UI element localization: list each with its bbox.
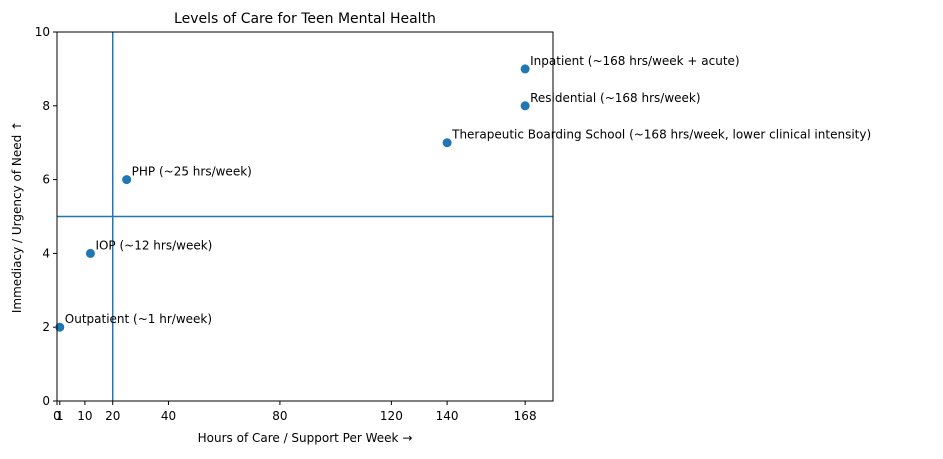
- x-axis-label: Hours of Care / Support Per Week →: [198, 431, 413, 445]
- y-axis-ticks: 0 2 4 6 8 10: [35, 25, 57, 408]
- x-axis-ticks: 01 10 20 40 80 120 140 168: [53, 401, 537, 423]
- data-points: [55, 64, 530, 332]
- x-tick-label: 140: [436, 409, 459, 423]
- data-point: [55, 322, 65, 332]
- data-point-label: Therapeutic Boarding School (~168 hrs/we…: [451, 128, 871, 142]
- y-tick-label: 8: [42, 99, 50, 113]
- data-point-label: IOP (~12 hrs/week): [95, 238, 212, 252]
- data-point: [520, 101, 530, 111]
- data-point-label: Inpatient (~168 hrs/week + acute): [530, 54, 740, 68]
- x-tick-label: 10: [77, 409, 92, 423]
- y-tick-label: 6: [42, 173, 50, 187]
- y-tick-label: 10: [35, 25, 50, 39]
- data-point: [122, 175, 132, 185]
- x-tick-label: 0: [53, 409, 61, 423]
- plot-area-frame: [56, 31, 554, 402]
- y-tick-label: 2: [42, 320, 50, 334]
- x-tick-label: 40: [161, 409, 176, 423]
- data-point-label: PHP (~25 hrs/week): [132, 165, 252, 179]
- y-axis-label: Immediacy / Urgency of Need ↑: [10, 121, 24, 313]
- reference-lines: [57, 32, 553, 401]
- data-point-label: Outpatient (~1 hr/week): [65, 312, 212, 326]
- data-point-label: Residential (~168 hrs/week): [530, 91, 700, 105]
- y-tick-label: 0: [42, 394, 50, 408]
- x-tick-label: 168: [514, 409, 537, 423]
- data-point: [85, 248, 95, 258]
- data-point: [520, 64, 530, 74]
- point-labels: Outpatient (~1 hr/week) IOP (~12 hrs/week…: [65, 54, 871, 326]
- y-tick-label: 4: [42, 246, 50, 260]
- x-tick-label: 20: [105, 409, 120, 423]
- chart-title: Levels of Care for Teen Mental Health: [174, 11, 436, 27]
- data-point: [442, 138, 452, 148]
- x-tick-label: 80: [272, 409, 287, 423]
- x-tick-label: 1: [56, 409, 64, 423]
- x-tick-label: 120: [380, 409, 403, 423]
